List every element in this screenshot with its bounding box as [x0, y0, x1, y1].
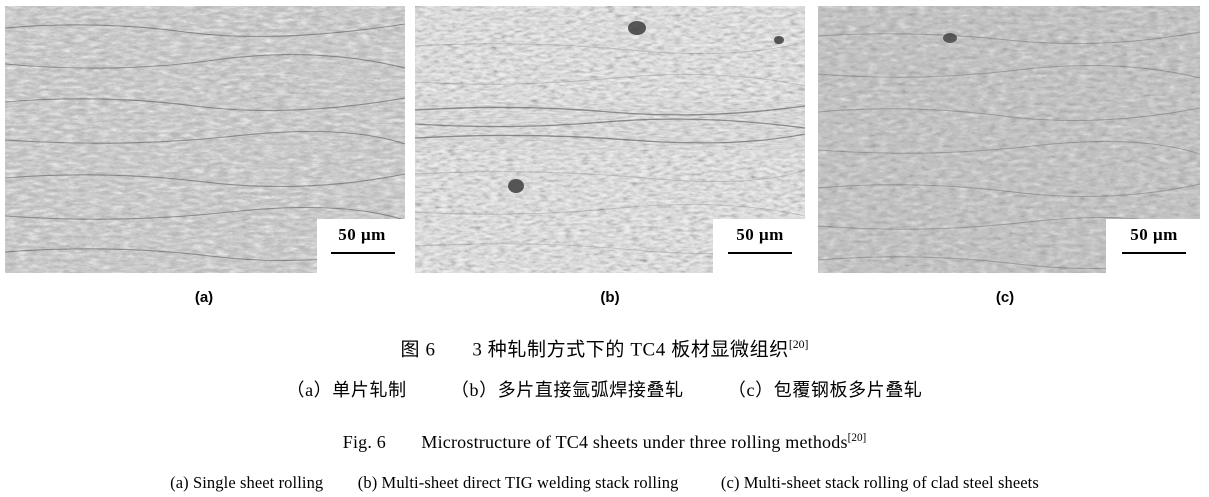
caption-cn-sub-b-tag: （b） — [450, 380, 498, 401]
panel-sublabel-row: (a) (b) (c) — [0, 288, 1209, 314]
scale-bar-label-c: 50 μm — [1130, 225, 1178, 244]
panel-sublabel-a: (a) — [194, 289, 214, 306]
inclusion-particles-c — [943, 33, 957, 43]
scale-bar-rule-c — [1122, 252, 1186, 254]
caption-chinese-title-text: 3 种轧制方式下的 TC4 板材显微组织 — [472, 339, 789, 361]
figure-caption-block: 图 6 3 种轧制方式下的 TC4 板材显微组织[20] （a）单片轧制 （b）… — [0, 330, 1209, 497]
caption-chinese-figure-number: 图 6 — [400, 339, 436, 361]
micrograph-image-a — [5, 6, 405, 273]
caption-chinese-subitems: （a）单片轧制 （b）多片直接氩弧焊接叠轧 （c）包覆钢板多片叠轧 — [0, 375, 1209, 405]
caption-cn-sub-c-tag: （c） — [727, 380, 774, 401]
caption-english-title: Fig. 6 Microstructure of TC4 sheets unde… — [0, 423, 1209, 457]
caption-cn-sub-b-text: 多片直接氩弧焊接叠轧 — [497, 380, 684, 401]
caption-chinese-reference: [20] — [788, 338, 809, 351]
scale-bar-a: 50 μm — [317, 219, 405, 273]
caption-cn-sub-c-text: 包覆钢板多片叠轧 — [773, 380, 923, 401]
micrograph-panel-b: 50 μm — [415, 6, 805, 273]
scale-bar-rule-b — [728, 252, 792, 254]
micrograph-panel-row: 50 μm — [5, 6, 1200, 273]
micrograph-image-c — [818, 6, 1200, 273]
caption-cn-sub-a-text: 单片轧制 — [332, 380, 407, 401]
scale-bar-label-b: 50 μm — [736, 225, 784, 244]
caption-english-reference: [20] — [847, 432, 867, 445]
caption-english-subitems: (a) Single sheet rolling (b) Multi-sheet… — [0, 469, 1209, 497]
caption-english-figure-number: Fig. 6 — [342, 432, 386, 453]
panel-sublabel-b: (b) — [600, 289, 620, 306]
caption-chinese-title: 图 6 3 种轧制方式下的 TC4 板材显微组织[20] — [0, 330, 1209, 365]
scale-bar-c: 50 μm — [1106, 219, 1200, 273]
scale-bar-label-a: 50 μm — [338, 225, 386, 244]
scale-bar-rule-a — [331, 252, 395, 254]
scale-bar-b: 50 μm — [713, 219, 805, 273]
caption-cn-sub-a-tag: （a） — [286, 380, 333, 401]
caption-english-title-text: Microstructure of TC4 sheets under three… — [421, 432, 848, 453]
micrograph-panel-a: 50 μm — [5, 6, 405, 273]
micrograph-panel-c: 50 μm — [818, 6, 1200, 273]
panel-sublabel-c: (c) — [995, 289, 1015, 306]
